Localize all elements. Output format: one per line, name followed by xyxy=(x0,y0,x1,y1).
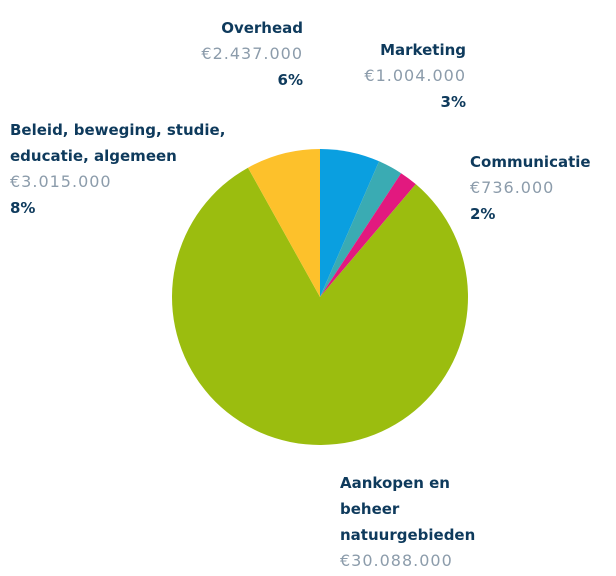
slice-label: Communicatie €736.000 2% xyxy=(470,149,616,227)
pie-slice xyxy=(247,149,320,297)
value-label: €1.004.000 xyxy=(364,66,466,85)
slice-label: Marketing €1.004.000 3% xyxy=(306,37,466,115)
percent-label: 2% xyxy=(470,205,496,223)
category-label: Communicatie xyxy=(470,153,591,171)
value-label: €2.437.000 xyxy=(201,44,303,63)
pie-slice xyxy=(172,167,469,445)
percent-label: 6% xyxy=(277,71,303,89)
category-label: Overhead xyxy=(221,19,303,37)
slice-label: Overhead €2.437.000 6% xyxy=(143,15,303,93)
value-label: €3.015.000 xyxy=(10,172,112,191)
category-label: Aankopen en beheer natuurgebieden xyxy=(340,474,476,544)
slice-label: Aankopen en beheer natuurgebieden €30.088… xyxy=(340,470,505,576)
slice-label: Beleid, beweging, studie, educatie, alge… xyxy=(10,117,278,221)
category-label: Beleid, beweging, studie, educatie, alge… xyxy=(10,121,226,165)
value-label: €736.000 xyxy=(470,178,555,197)
category-label: Marketing xyxy=(380,41,466,59)
pie-slice xyxy=(320,173,416,297)
pie-slice xyxy=(320,161,402,297)
percent-label: 3% xyxy=(440,93,466,111)
percent-label: 8% xyxy=(10,199,36,217)
pie-slice xyxy=(320,149,380,297)
value-label: €30.088.000 xyxy=(340,551,453,570)
